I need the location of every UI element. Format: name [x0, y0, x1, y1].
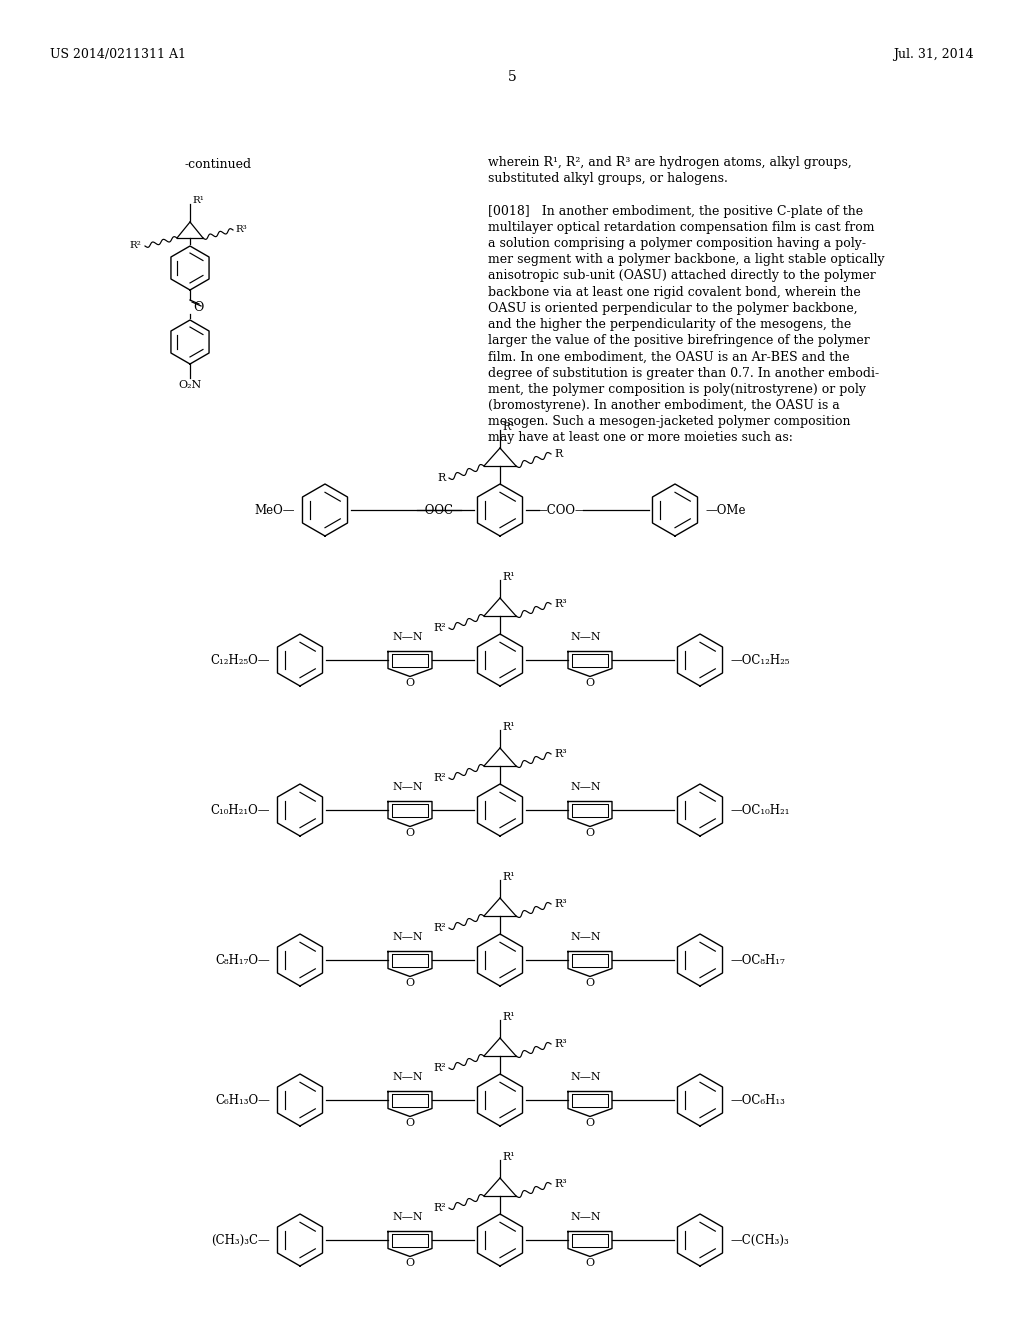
Text: mer segment with a polymer backbone, a light stable optically: mer segment with a polymer backbone, a l…: [488, 253, 885, 267]
Text: 5: 5: [508, 70, 516, 84]
Text: N—N: N—N: [392, 1212, 423, 1221]
Text: —OOC—: —OOC—: [413, 503, 465, 516]
Text: R: R: [437, 473, 446, 483]
Text: O: O: [406, 978, 415, 989]
Text: N—N: N—N: [392, 1072, 423, 1081]
Text: R¹: R¹: [502, 572, 515, 582]
Text: C₈H₁₇O—: C₈H₁₇O—: [215, 953, 270, 966]
Text: O: O: [586, 1258, 595, 1269]
Text: —OC₈H₁₇: —OC₈H₁₇: [730, 953, 784, 966]
Text: R¹: R¹: [502, 873, 515, 882]
Text: may have at least one or more moieties such as:: may have at least one or more moieties s…: [488, 432, 793, 445]
Text: R³: R³: [234, 226, 247, 235]
Text: O: O: [406, 829, 415, 838]
Text: wherein R¹, R², and R³ are hydrogen atoms, alkyl groups,: wherein R¹, R², and R³ are hydrogen atom…: [488, 156, 852, 169]
Text: N—N: N—N: [392, 781, 423, 792]
Text: O: O: [586, 978, 595, 989]
Text: OASU is oriented perpendicular to the polymer backbone,: OASU is oriented perpendicular to the po…: [488, 302, 858, 314]
Text: N—N: N—N: [392, 932, 423, 941]
Text: N—N: N—N: [570, 1212, 601, 1221]
Text: N—N: N—N: [392, 631, 423, 642]
Text: (bromostyrene). In another embodiment, the OASU is a: (bromostyrene). In another embodiment, t…: [488, 399, 840, 412]
Text: US 2014/0211311 A1: US 2014/0211311 A1: [50, 48, 186, 61]
Text: mesogen. Such a mesogen-jacketed polymer composition: mesogen. Such a mesogen-jacketed polymer…: [488, 416, 851, 428]
Text: backbone via at least one rigid covalent bond, wherein the: backbone via at least one rigid covalent…: [488, 285, 861, 298]
Text: C₁₀H₂₁O—: C₁₀H₂₁O—: [211, 804, 270, 817]
Text: R¹: R¹: [502, 422, 515, 432]
Text: film. In one embodiment, the OASU is an Ar-BES and the: film. In one embodiment, the OASU is an …: [488, 350, 850, 363]
Text: R³: R³: [554, 1039, 566, 1049]
Text: —COO—: —COO—: [536, 503, 587, 516]
Text: O: O: [586, 1118, 595, 1129]
Text: —OMe: —OMe: [705, 503, 745, 516]
Text: multilayer optical retardation compensation film is cast from: multilayer optical retardation compensat…: [488, 220, 874, 234]
Text: N—N: N—N: [570, 1072, 601, 1081]
Text: R²: R²: [433, 1063, 446, 1073]
Text: R²: R²: [433, 923, 446, 933]
Text: O: O: [586, 678, 595, 689]
Text: —OC₆H₁₃: —OC₆H₁₃: [730, 1093, 784, 1106]
Text: R³: R³: [554, 899, 566, 909]
Text: —OC₁₂H₂₅: —OC₁₂H₂₅: [730, 653, 790, 667]
Text: [0018]   In another embodiment, the positive C-plate of the: [0018] In another embodiment, the positi…: [488, 205, 863, 218]
Text: N—N: N—N: [570, 631, 601, 642]
Text: anisotropic sub-unit (OASU) attached directly to the polymer: anisotropic sub-unit (OASU) attached dir…: [488, 269, 876, 282]
Text: R¹: R¹: [193, 195, 204, 205]
Text: R³: R³: [554, 748, 566, 759]
Text: N—N: N—N: [570, 781, 601, 792]
Text: C₁₂H₂₅O—: C₁₂H₂₅O—: [211, 653, 270, 667]
Text: and the higher the perpendicularity of the mesogens, the: and the higher the perpendicularity of t…: [488, 318, 851, 331]
Text: ment, the polymer composition is poly(nitrostyrene) or poly: ment, the polymer composition is poly(ni…: [488, 383, 866, 396]
Text: O: O: [586, 829, 595, 838]
Text: O: O: [406, 1118, 415, 1129]
Text: R³: R³: [554, 599, 566, 609]
Text: R²: R²: [433, 774, 446, 783]
Text: substituted alkyl groups, or halogens.: substituted alkyl groups, or halogens.: [488, 172, 728, 185]
Text: MeO—: MeO—: [255, 503, 295, 516]
Text: degree of substitution is greater than 0.7. In another embodi-: degree of substitution is greater than 0…: [488, 367, 880, 380]
Text: R: R: [554, 449, 562, 459]
Text: —OC₁₀H₂₁: —OC₁₀H₂₁: [730, 804, 790, 817]
Text: O: O: [193, 301, 204, 314]
Text: O: O: [406, 678, 415, 689]
Text: Jul. 31, 2014: Jul. 31, 2014: [893, 48, 974, 61]
Text: C₆H₁₃O—: C₆H₁₃O—: [215, 1093, 270, 1106]
Text: O: O: [406, 1258, 415, 1269]
Text: (CH₃)₃C—: (CH₃)₃C—: [211, 1233, 270, 1246]
Text: R²: R²: [433, 1203, 446, 1213]
Text: -continued: -continued: [184, 158, 252, 172]
Text: —C(CH₃)₃: —C(CH₃)₃: [730, 1233, 788, 1246]
Text: larger the value of the positive birefringence of the polymer: larger the value of the positive birefri…: [488, 334, 869, 347]
Text: R¹: R¹: [502, 1012, 515, 1022]
Text: R¹: R¹: [502, 1152, 515, 1162]
Text: a solution comprising a polymer composition having a poly-: a solution comprising a polymer composit…: [488, 238, 866, 249]
Text: O₂N: O₂N: [178, 380, 202, 389]
Text: R²: R²: [129, 242, 141, 251]
Text: R³: R³: [554, 1179, 566, 1189]
Text: R²: R²: [433, 623, 446, 634]
Text: N—N: N—N: [570, 932, 601, 941]
Text: R¹: R¹: [502, 722, 515, 733]
